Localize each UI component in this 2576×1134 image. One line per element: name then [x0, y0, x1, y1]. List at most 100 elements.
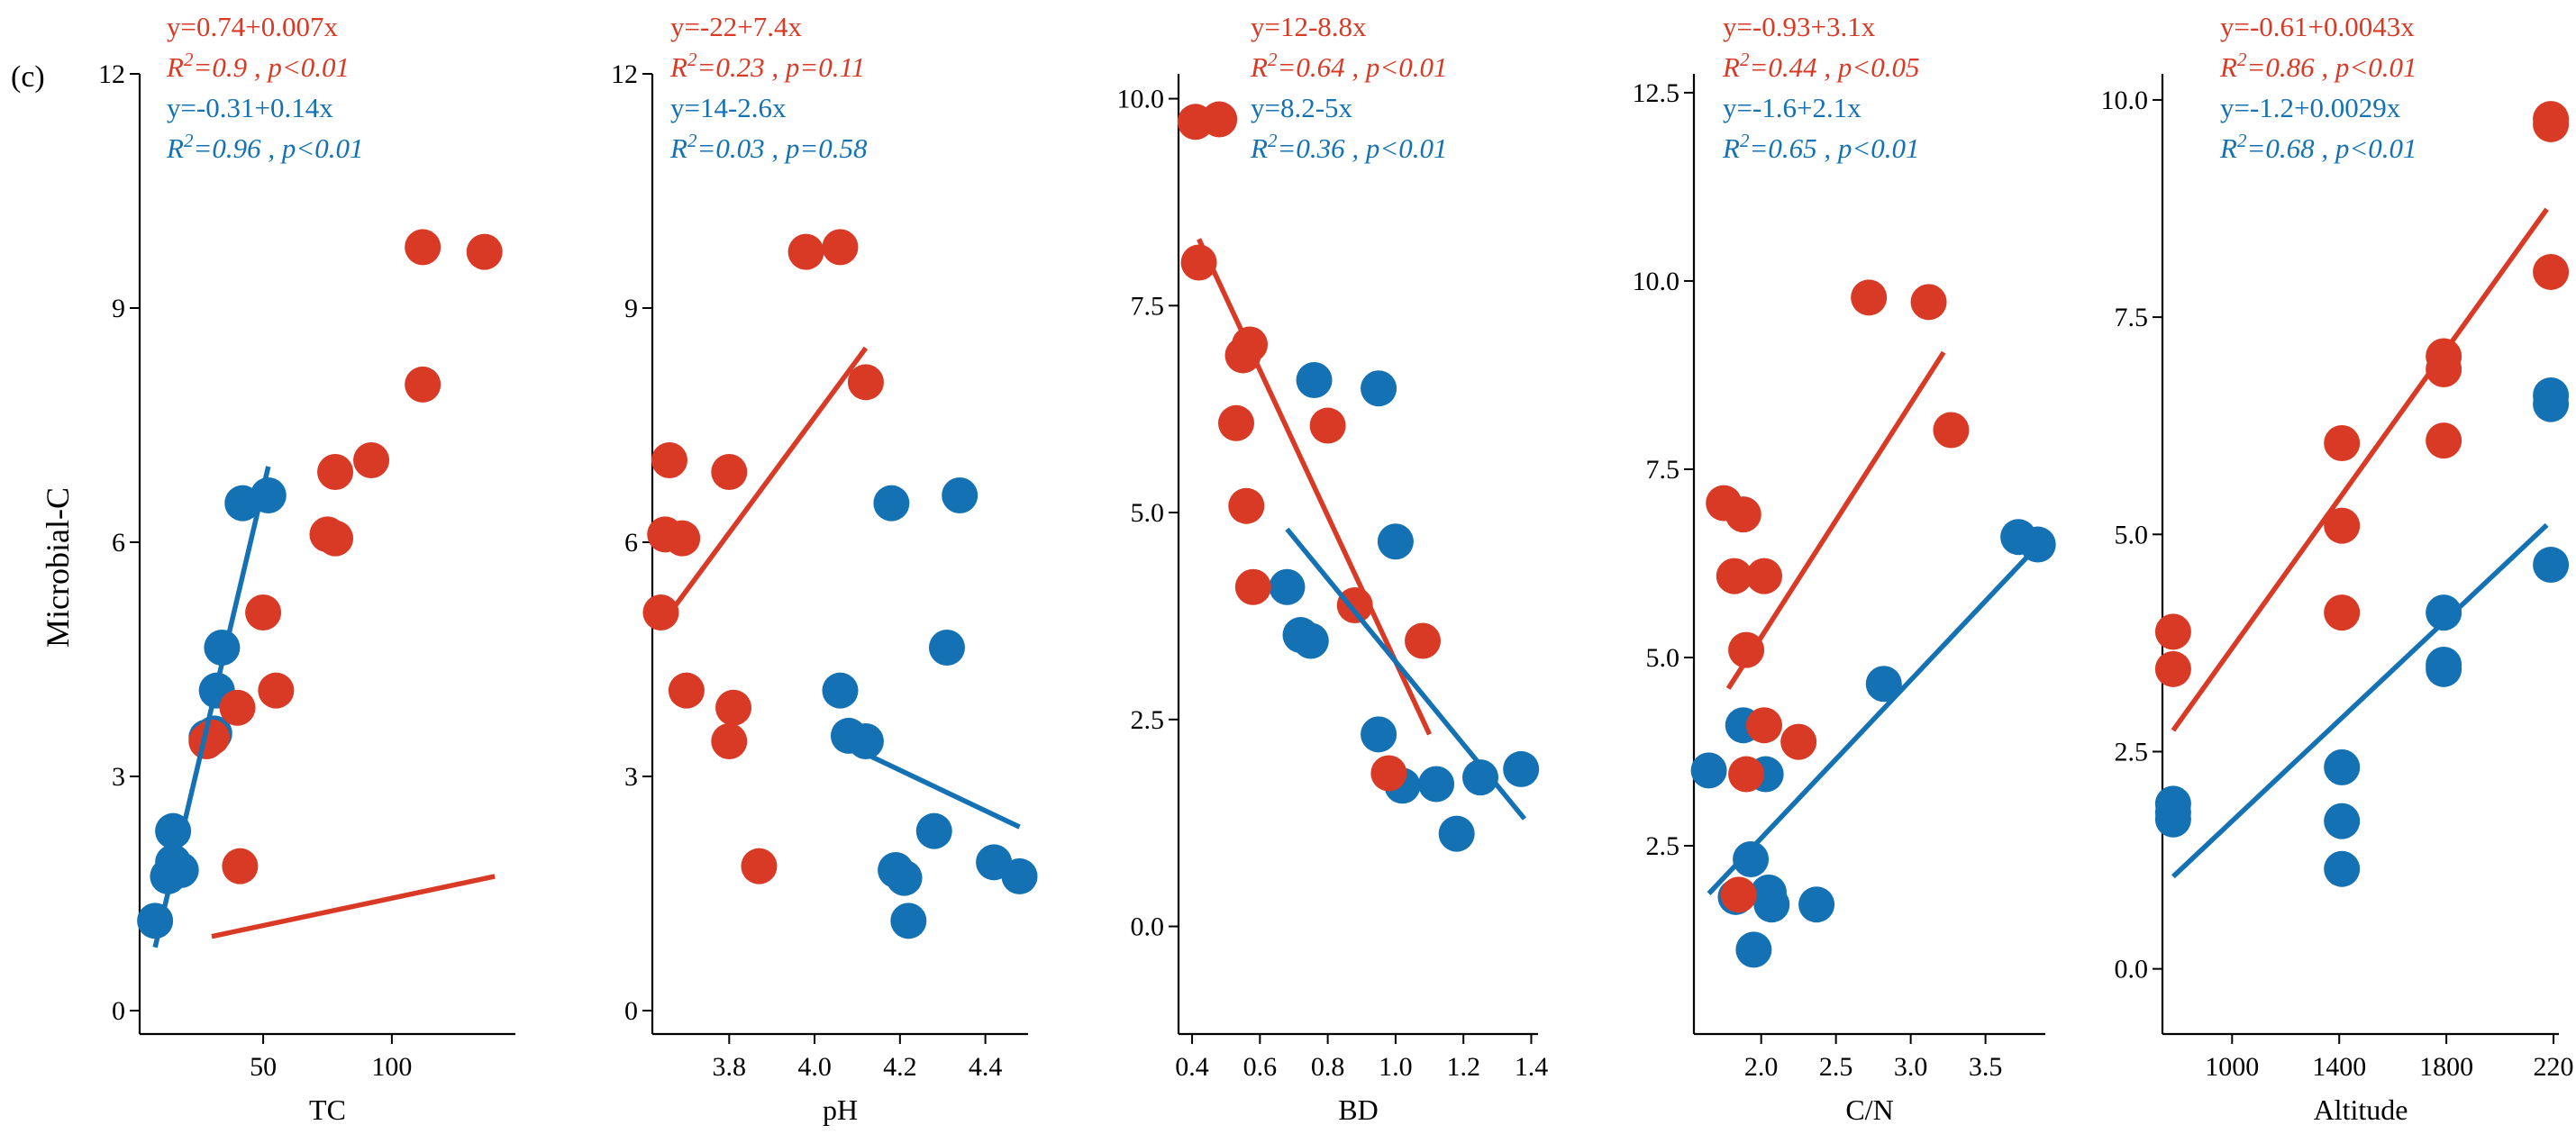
data-point-blue [1735, 931, 1772, 968]
data-point-red [1234, 568, 1271, 605]
x-tick-label: 3.8 [713, 1052, 747, 1082]
data-point-red [1746, 558, 1782, 594]
x-tick-label: 1.0 [1379, 1052, 1413, 1082]
x-tick-label: 4.2 [883, 1052, 917, 1082]
fit-line-blue [1707, 549, 2035, 895]
data-point-red [1728, 631, 1765, 668]
chart-panel-4: 2.5 5.0 7.5 10.0 12.5 2.0 2.5 3.0 3.5 C/N y=-0.93+… [1633, 11, 2056, 1126]
chart-panel-3: 0.0 2.5 5.0 7.5 10.0 0.4 0.6 0.8 1.0 1.2 1.4 BD y=12… [1117, 11, 1549, 1126]
equation-red: y=12-8.8x [1251, 11, 1367, 42]
y-tick-label: 2.5 [2115, 737, 2149, 767]
r-squared-red: R2=0.64 , p<0.01 [1250, 49, 1448, 83]
data-point-blue [204, 630, 241, 666]
data-point-red [642, 594, 679, 631]
y-tick-label: 0.0 [1131, 912, 1165, 942]
y-tick-label: 0.0 [2115, 955, 2149, 984]
data-point-red [2324, 594, 2361, 631]
y-tick-label: 9 [624, 294, 638, 323]
data-point-red [1405, 622, 1442, 659]
data-point-red [317, 454, 354, 490]
data-point-blue [1690, 752, 1727, 789]
r-squared-blue: R2=0.03 , p=0.58 [669, 130, 868, 164]
y-tick-label: 6 [112, 528, 125, 558]
data-point-blue [942, 477, 979, 513]
data-point-blue [1377, 523, 1414, 560]
data-point-red [1910, 284, 1947, 321]
data-point-red [219, 689, 256, 726]
equation-blue: y=14-2.6x [670, 92, 787, 123]
fit-line-blue [839, 739, 1021, 830]
fit-line-blue [1285, 527, 1527, 821]
x-axis-label: Altitude [2314, 1093, 2408, 1126]
data-point-red [1716, 558, 1752, 594]
data-point-blue [2324, 748, 2361, 785]
series-blue-points [2154, 376, 2570, 887]
fit-line-red [1725, 350, 1946, 690]
data-point-red [1228, 487, 1265, 524]
series-red-points [188, 229, 503, 885]
data-point-red [466, 233, 503, 270]
equation-red: y=0.74+0.007x [167, 11, 338, 42]
data-point-blue [2324, 850, 2361, 887]
fit-line-red [211, 874, 496, 939]
data-point-blue [1269, 568, 1306, 605]
data-point-blue [1296, 362, 1333, 399]
series-red-points [642, 229, 884, 885]
data-point-blue [2426, 650, 2462, 687]
x-tick-label: 4.4 [969, 1052, 1003, 1082]
x-tick-label: 1000 [2205, 1052, 2259, 1082]
equation-blue: y=-1.6+2.1x [1723, 92, 1861, 123]
x-tick-label: 0.4 [1175, 1052, 1209, 1082]
equation-red: y=-22+7.4x [670, 11, 803, 42]
x-tick-label: 50 [250, 1052, 277, 1082]
data-point-blue [1361, 716, 1397, 753]
data-point-red [711, 723, 748, 759]
data-point-red [711, 454, 748, 490]
r-squared-red: R2=0.86 , p<0.01 [2219, 49, 2417, 83]
data-point-blue [250, 477, 287, 513]
data-point-red [1851, 279, 1888, 316]
y-tick-label: 12.5 [1633, 78, 1680, 108]
fit-line-blue [2171, 522, 2549, 879]
equation-blue: y=-1.2+0.0029x [2220, 92, 2401, 123]
data-point-red [405, 366, 441, 403]
panels: 0 3 6 9 12 50 100 TC y=0.74+0.007x R2=0.9 , p<0.0… [98, 11, 2574, 1126]
data-point-blue [1438, 815, 1475, 852]
data-point-red [715, 689, 752, 726]
data-point-blue [915, 812, 952, 849]
y-tick-label: 6 [624, 528, 638, 558]
data-point-red [2426, 351, 2462, 387]
data-point-red [668, 672, 705, 709]
data-point-blue [886, 859, 923, 896]
data-point-red [1370, 755, 1407, 792]
y-axis-label: Microbial-C [40, 487, 76, 648]
fit-line-red [663, 346, 869, 621]
r-squared-blue: R2=0.36 , p<0.01 [1250, 130, 1448, 164]
data-point-red [405, 229, 441, 266]
y-tick-label: 9 [112, 294, 125, 323]
data-point-red [1728, 756, 1765, 793]
r-squared-blue: R2=0.65 , p<0.01 [1722, 130, 1920, 164]
y-tick-label: 12 [611, 59, 638, 89]
x-tick-label: 1.2 [1446, 1052, 1480, 1082]
data-point-blue [1798, 886, 1835, 923]
data-point-red [1720, 876, 1757, 913]
r-squared-red: R2=0.9 , p<0.01 [166, 49, 350, 83]
y-tick-label: 3 [624, 762, 638, 792]
data-point-red [222, 848, 259, 885]
data-point-red [651, 442, 687, 478]
x-tick-label: 4.0 [797, 1052, 832, 1082]
y-tick-label: 0 [624, 996, 638, 1026]
data-point-red [2154, 650, 2191, 687]
data-point-blue [1418, 766, 1455, 803]
x-axis-label: BD [1338, 1093, 1378, 1126]
y-tick-label: 10.0 [1633, 267, 1680, 296]
r-squared-red: R2=0.44 , p<0.05 [1722, 49, 1920, 83]
equation-red: y=-0.93+3.1x [1723, 11, 1876, 42]
y-tick-label: 7.5 [1131, 291, 1165, 321]
data-point-blue [890, 903, 927, 939]
data-point-blue [1001, 857, 1038, 894]
y-tick-label: 7.5 [1646, 455, 1680, 485]
data-point-blue [2154, 801, 2191, 838]
fit-line-red [2171, 207, 2549, 732]
